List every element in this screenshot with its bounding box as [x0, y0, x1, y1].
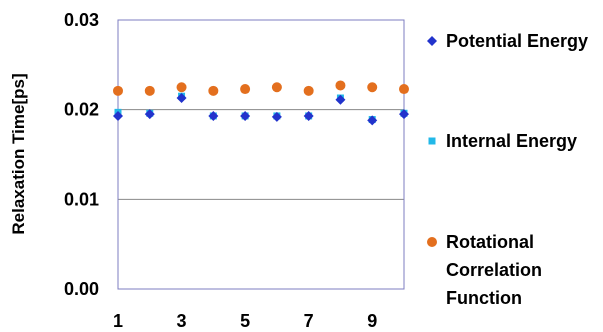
data-point [240, 84, 251, 95]
data-point [144, 85, 155, 96]
data-point [303, 110, 314, 121]
data-point [399, 109, 409, 120]
y-tick-label: 0.00 [64, 279, 99, 299]
y-axis-label: Relaxation Time[ps] [9, 73, 28, 234]
x-axis-ticks: 1 3 5 7 9 [113, 311, 377, 331]
data-point [271, 82, 282, 93]
x-tick-label: 3 [177, 311, 187, 331]
y-tick-label: 0.01 [64, 189, 99, 209]
legend-label: Correlation [446, 260, 542, 280]
data-point [335, 94, 346, 105]
data-point [335, 80, 346, 91]
data-point [113, 110, 123, 121]
data-point [399, 84, 409, 95]
series-1 [114, 92, 408, 124]
legend-label: Rotational [446, 232, 534, 252]
data-points [113, 80, 409, 126]
data-point [240, 110, 251, 121]
data-point [303, 85, 314, 96]
legend-marker [427, 36, 437, 46]
grid-lines [118, 109, 404, 200]
data-point [208, 85, 219, 96]
data-point [176, 82, 187, 93]
data-point [367, 115, 378, 126]
data-point [144, 109, 155, 120]
data-point [208, 110, 219, 121]
data-point [367, 82, 378, 93]
x-tick-label: 1 [113, 311, 123, 331]
data-point [176, 93, 187, 104]
legend-marker [428, 137, 436, 145]
y-tick-label: 0.02 [64, 100, 99, 120]
y-axis-ticks: 0.00 0.01 0.02 0.03 [64, 10, 99, 299]
legend-label: Internal Energy [446, 131, 577, 151]
series-0 [113, 93, 409, 126]
legend-marker [427, 237, 437, 247]
plot-area [117, 19, 405, 290]
legend-label: Function [446, 288, 522, 308]
y-tick-label: 0.03 [64, 10, 99, 30]
legend-label: Potential Energy [446, 31, 588, 51]
data-point [271, 111, 282, 122]
data-point [113, 85, 123, 96]
series-2 [113, 80, 409, 96]
x-tick-label: 9 [367, 311, 377, 331]
x-tick-label: 5 [240, 311, 250, 331]
x-tick-label: 7 [304, 311, 314, 331]
legend: Potential Energy Internal Energy Rotationa… [427, 31, 588, 308]
